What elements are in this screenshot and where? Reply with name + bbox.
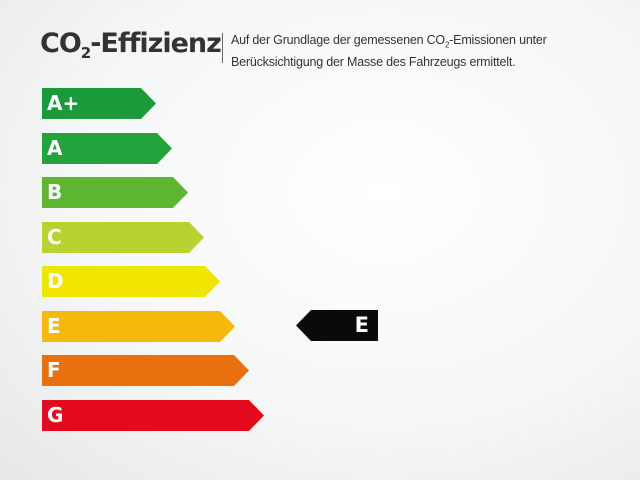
efficiency-class-label: B — [47, 180, 63, 204]
efficiency-class-bar: B — [42, 177, 188, 208]
efficiency-class-label: E — [47, 314, 61, 338]
efficiency-class-bar: G — [42, 400, 264, 431]
efficiency-class-bar: A+ — [42, 88, 156, 119]
efficiency-class-label: F — [47, 358, 61, 382]
efficiency-class-label: D — [47, 269, 64, 293]
efficiency-class-bar: C — [42, 222, 204, 253]
efficiency-class-bar: E — [42, 311, 235, 342]
efficiency-class-label: C — [47, 225, 62, 249]
efficiency-class-label: A+ — [47, 91, 80, 115]
efficiency-class-label: A — [47, 136, 63, 160]
efficiency-class-bar: F — [42, 355, 249, 386]
label-title: CO2-Effizienz — [40, 28, 222, 62]
efficiency-class-bar: A — [42, 133, 172, 164]
label-description: Auf der Grundlage der gemessenen CO2-Emi… — [231, 33, 547, 69]
efficiency-class-bar: D — [42, 266, 220, 297]
efficiency-class-label: G — [47, 403, 64, 427]
title-divider — [222, 33, 223, 63]
rating-marker: E — [296, 310, 378, 341]
